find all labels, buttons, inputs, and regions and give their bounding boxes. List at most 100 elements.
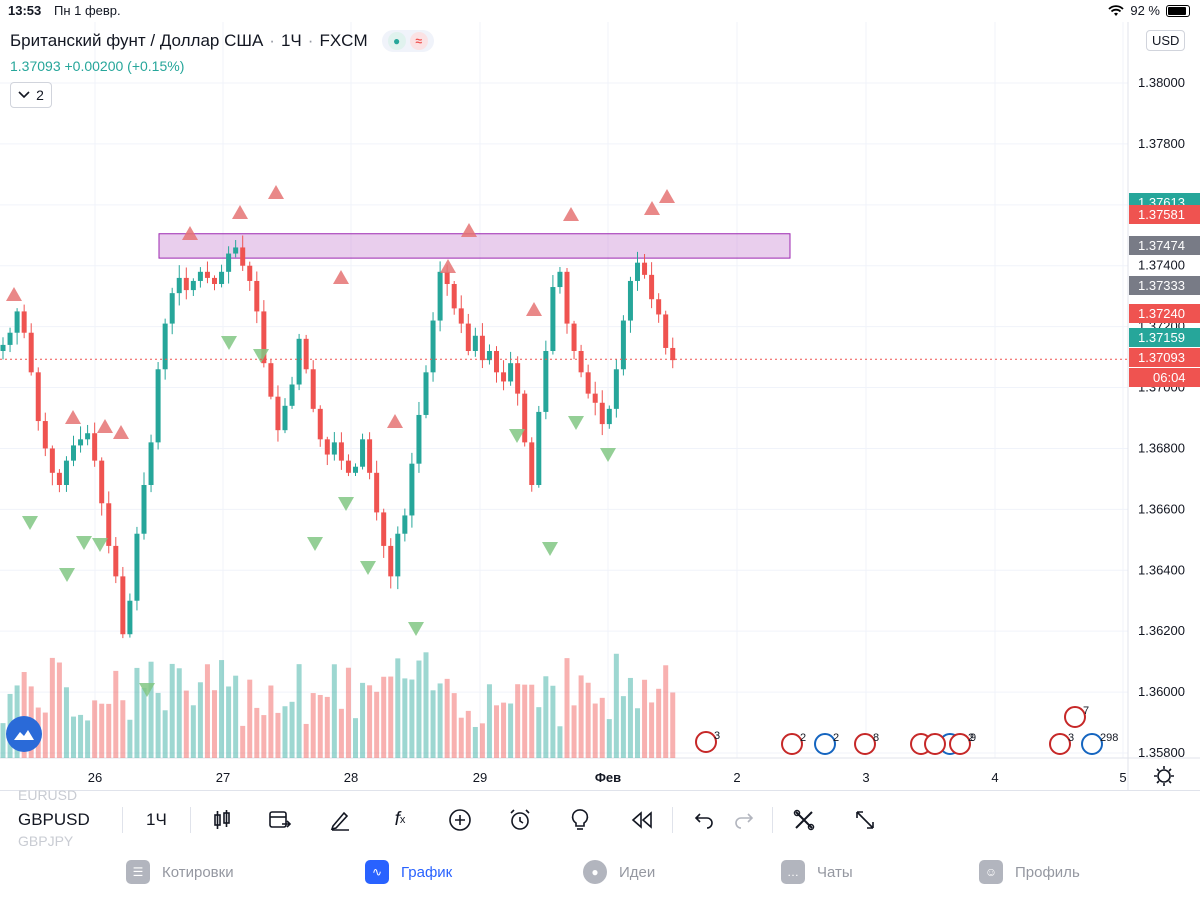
event-count: 3 (714, 730, 720, 742)
candle-body (155, 369, 161, 443)
timeframe-button[interactable]: 1Ч (146, 810, 167, 829)
volume-bar (388, 676, 394, 758)
compare-calendar-icon[interactable] (265, 805, 295, 835)
price-label: 1.37159 (1138, 330, 1185, 345)
volume-bar (331, 664, 337, 758)
candle-body (360, 439, 366, 467)
tab-chart[interactable]: ∿ График (365, 860, 452, 884)
indicator-status-pill[interactable]: ● ≈ (381, 30, 434, 52)
fullscreen-icon[interactable] (850, 805, 880, 835)
price-label-box (1129, 276, 1200, 295)
candle-body (226, 253, 232, 272)
price-label: 1.37474 (1138, 238, 1185, 253)
drawing-pen-icon[interactable] (325, 805, 355, 835)
redo-icon[interactable] (729, 805, 759, 835)
volume-bar (663, 665, 669, 758)
candle-body (345, 460, 351, 473)
candle-body (564, 271, 570, 324)
price-label-box (1129, 368, 1200, 387)
candle-body (240, 247, 246, 266)
candle-body (303, 338, 309, 370)
candle-body (543, 351, 549, 412)
time-tick-label: 2 (733, 770, 740, 785)
candle-body (0, 344, 6, 351)
buy-signal-triangle (568, 416, 584, 430)
buy-signal-triangle (600, 448, 616, 462)
candle-body (515, 363, 521, 394)
replay-rewind-icon[interactable] (627, 805, 657, 835)
volume-bar (522, 684, 528, 758)
wifi-icon (1108, 4, 1124, 16)
tab-ideas[interactable]: ● Идеи (583, 860, 655, 884)
candle-body (268, 363, 274, 397)
candle-body (613, 369, 619, 409)
currency-button[interactable]: USD (1146, 30, 1186, 51)
buy-signal-triangle (76, 536, 92, 550)
add-plus-icon[interactable] (445, 805, 475, 835)
lightbulb-icon[interactable] (565, 805, 595, 835)
candle-body (14, 311, 20, 333)
volume-bar (113, 670, 119, 758)
candle-body (592, 393, 598, 403)
price-change: 1.37093 +0.00200 (+0.15%) (10, 58, 185, 74)
tab-label: Чаты (817, 863, 853, 881)
price-tick-label: 1.35800 (1138, 745, 1185, 760)
toolbar-divider (672, 807, 673, 833)
price-label: 1.37333 (1138, 278, 1185, 293)
candle-body (92, 433, 98, 461)
candle-body (670, 347, 676, 361)
symbol-button[interactable]: GBPUSD (18, 810, 90, 829)
tab-profile[interactable]: ☺ Профиль (979, 860, 1080, 884)
price-tick-label: 1.36200 (1138, 623, 1185, 638)
candle-body (557, 271, 563, 288)
volume-bar (261, 715, 267, 758)
price-chart[interactable]: 1.380001.378001.374001.372001.370001.368… (0, 22, 1200, 790)
volume-bar (0, 723, 6, 758)
candle-body (458, 308, 464, 324)
volume-bar (423, 652, 429, 758)
buy-signal-triangle (92, 538, 108, 552)
candle-body (529, 442, 535, 485)
candle-body (134, 533, 140, 601)
chart-area[interactable]: 1.38000 1.37800 1.37400 1.37200 1.37000 1.368… (0, 22, 1200, 790)
candle-body (381, 512, 387, 546)
buy-signal-triangle (22, 516, 38, 530)
sell-signal-triangle (232, 205, 248, 219)
volume-bar (444, 678, 450, 758)
candle-body (486, 351, 492, 361)
volume-bar (56, 662, 62, 758)
list-icon: ☰ (126, 860, 150, 884)
interval-label[interactable]: 1Ч (280, 31, 302, 50)
indicators-collapse-button[interactable]: 2 (10, 82, 52, 108)
volume-bar (515, 684, 521, 758)
price-tick-label: 1.37800 (1138, 136, 1185, 151)
settings-tools-icon[interactable] (789, 805, 819, 835)
volume-bar (106, 703, 112, 758)
candles-icon[interactable] (207, 805, 237, 835)
chart-icon: ∿ (365, 860, 389, 884)
candle-body (388, 545, 394, 577)
tab-quotes[interactable]: ☰ Котировки (126, 860, 234, 884)
tradingview-logo-icon[interactable] (6, 716, 42, 752)
tab-chats[interactable]: … Чаты (781, 860, 853, 884)
volume-bar (571, 705, 577, 758)
candle-body (317, 408, 323, 440)
volume-bar (183, 690, 189, 758)
sell-signal-triangle (333, 270, 349, 284)
volume-bar (49, 657, 55, 758)
volume-bar (120, 700, 126, 758)
sell-signal-triangle (526, 302, 542, 316)
exchange-label: FXCM (319, 31, 368, 50)
candle-body (402, 515, 408, 534)
toolbar-divider (190, 807, 191, 833)
volume-bar (226, 686, 232, 758)
candle-body (162, 323, 168, 370)
buy-signal-triangle (408, 622, 424, 636)
symbol-title[interactable]: Британский фунт / Доллар США (10, 31, 264, 50)
candle-body (585, 372, 591, 394)
undo-icon[interactable] (689, 805, 719, 835)
volume-bar (42, 712, 48, 758)
candle-body (437, 271, 443, 321)
alarm-clock-icon[interactable] (505, 805, 535, 835)
